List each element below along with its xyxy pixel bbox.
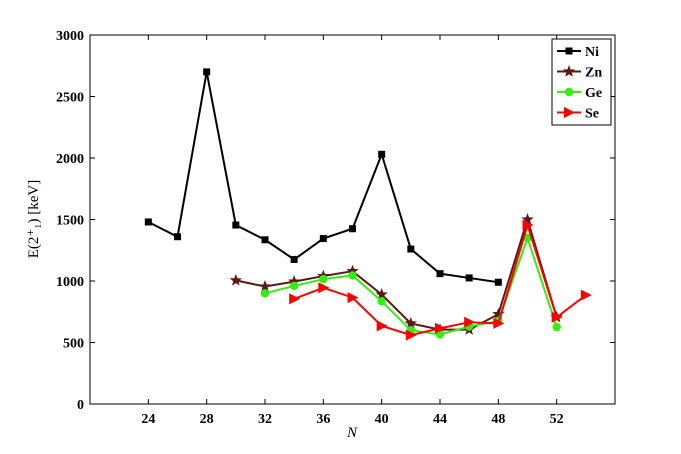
legend-marker [564,87,574,97]
y-axis-label: E(2⁺₁) [keV] [26,180,42,259]
legend-label: Se [585,107,599,122]
data-point [289,281,299,291]
y-tick-label: 2000 [56,152,84,167]
data-point [229,273,243,286]
x-tick-label: 52 [550,412,564,427]
data-point [260,289,270,298]
legend-label: Ni [585,45,599,60]
series-ni [144,68,502,286]
legend: Ni Zn Ge Se [551,38,612,126]
data-point [522,219,534,231]
legend-entry-ni: Ni [557,45,599,60]
data-point [349,225,356,233]
data-point [580,289,592,301]
data-point [551,311,563,323]
data-point [348,271,357,280]
data-point [347,292,359,304]
legend-entry-zn: Zn [557,65,602,81]
data-point [232,221,240,229]
data-point [290,255,298,263]
series-se [289,219,592,341]
x-tick-label: 32 [258,412,272,427]
data-point [407,245,415,253]
data-point [523,233,532,243]
data-point [261,236,269,244]
legend-label: Zn [585,66,602,81]
data-point [287,275,301,287]
data-point [465,274,473,282]
data-point [174,233,181,241]
x-tick-label: 40 [375,412,389,427]
data-point [493,317,505,329]
data-point [144,218,152,226]
data-point [494,278,502,286]
data-point [346,264,359,277]
y-tick-label: 2500 [56,91,84,106]
data-point [318,282,330,294]
legend-box [551,38,612,126]
data-point [377,297,386,306]
series-line [235,216,558,331]
y-tick-label: 1500 [56,214,84,229]
data-point [552,322,561,332]
plot-area [89,34,616,405]
legend-entry-se: Se [557,107,599,122]
y-tick-label: 3000 [56,29,84,44]
axis-ticks: 24 28 32 36 40 44 48 52 0 500 1000 1500 2000 2500 3000 [56,29,615,427]
data-point [436,270,444,278]
data-point [378,150,386,158]
x-tick-label: 36 [316,412,330,427]
y-tick-label: 0 [77,398,84,413]
data-point [203,68,211,76]
x-tick-label: 44 [433,412,447,427]
legend-entry-ge: Ge [557,86,602,101]
data-point [289,293,301,305]
data-point [492,307,505,320]
legend-marker [562,65,576,77]
data-point [375,288,388,300]
legend-marker [565,47,573,55]
data-point [405,329,417,341]
x-tick-label: 48 [491,412,505,427]
data-point [319,274,328,284]
x-tick-label: 28 [200,412,214,427]
data-point [404,316,418,329]
data-point [258,280,272,292]
series-layer [144,68,592,341]
y-tick-label: 500 [63,337,84,352]
data-point [435,322,446,334]
data-point [521,213,534,225]
data-point [376,320,388,332]
data-point [464,316,476,328]
legend-marker [564,107,575,118]
x-tick-label: 24 [141,412,155,427]
legend-label: Ge [585,86,602,101]
x-axis-label: N [346,425,358,441]
data-point [319,235,327,243]
y-tick-label: 1000 [56,275,84,290]
